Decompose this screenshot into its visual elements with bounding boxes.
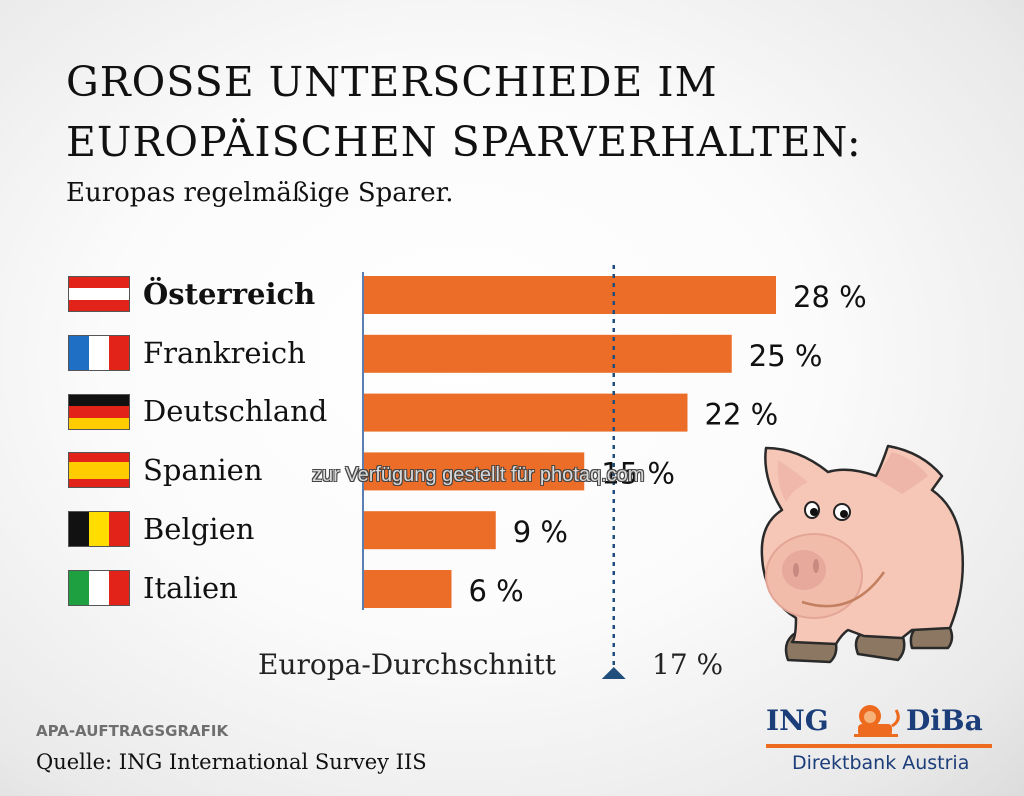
flag-stripe xyxy=(69,478,129,487)
flag-stripe xyxy=(69,395,129,407)
category-label: Italien xyxy=(143,571,238,605)
value-label: 15 % xyxy=(601,456,675,490)
flag-stripe xyxy=(69,336,89,370)
bar-österreich xyxy=(363,276,776,314)
flag-stripe xyxy=(69,299,129,311)
flag-stripe xyxy=(69,461,129,479)
chart-subtitle: Europas regelmäßige Sparer. xyxy=(66,178,454,208)
flag-stripe xyxy=(109,336,129,370)
flag-stripe xyxy=(69,417,129,429)
title-line-2: EUROPÄISCHEN SPARVERHALTEN: xyxy=(66,118,862,166)
flag-stripe xyxy=(109,571,129,605)
ing-diba-logo: ING DiBa Direktbank Austria xyxy=(760,700,1000,780)
logo-text-diba: DiBa xyxy=(906,704,983,737)
flag-stripe xyxy=(69,406,129,418)
agency-credit: APA-AUFTRAGSGRAFIK xyxy=(36,722,229,740)
watermark-text: zur Verfügung gestellt für photaq.com xyxy=(312,464,645,486)
category-label: Österreich xyxy=(143,277,316,311)
value-label: 25 % xyxy=(749,339,823,373)
logo-subline: Direktbank Austria xyxy=(792,752,970,774)
category-label: Spanien xyxy=(143,453,263,487)
flag-austria-icon xyxy=(68,276,130,312)
bar-belgien xyxy=(363,511,496,550)
category-label: Frankreich xyxy=(143,336,306,370)
average-value: 17 % xyxy=(652,648,724,681)
value-label: 22 % xyxy=(705,398,779,432)
logo-text-ing: ING xyxy=(766,704,829,737)
flag-stripe xyxy=(109,512,129,546)
average-label: Europa-Durchschnitt xyxy=(258,648,556,681)
title-line-1: GROSSE UNTERSCHIEDE IM xyxy=(66,58,718,106)
flag-stripe xyxy=(69,453,129,462)
flag-italy-icon xyxy=(68,570,130,606)
flag-stripe xyxy=(89,336,109,370)
piggy-bank-icon xyxy=(760,444,965,664)
chart-title: GROSSE UNTERSCHIEDE IM EUROPÄISCHEN SPAR… xyxy=(66,52,862,172)
flag-spain-icon xyxy=(68,452,130,488)
flag-stripe xyxy=(69,277,129,289)
value-label: 28 % xyxy=(793,280,867,314)
average-marker-icon xyxy=(601,667,626,679)
bar-italien xyxy=(363,570,452,608)
flag-stripe xyxy=(89,571,109,605)
bar-frankreich xyxy=(363,334,732,373)
flag-stripe xyxy=(69,288,129,300)
flag-stripe xyxy=(69,571,89,605)
flag-france-icon xyxy=(68,335,130,371)
source-note: Quelle: ING International Survey IIS xyxy=(36,750,427,774)
bar-deutschland xyxy=(363,393,688,432)
lion-icon xyxy=(854,705,900,737)
flag-belgium-icon xyxy=(68,511,130,547)
category-label: Deutschland xyxy=(143,394,328,428)
logo-divider xyxy=(766,744,992,748)
flag-stripe xyxy=(69,512,89,546)
flag-germany-icon xyxy=(68,394,130,430)
value-label: 6 % xyxy=(469,574,524,608)
bar-spanien xyxy=(363,452,585,491)
value-label: 9 % xyxy=(513,515,568,549)
category-label: Belgien xyxy=(143,512,255,546)
flag-stripe xyxy=(89,512,109,546)
